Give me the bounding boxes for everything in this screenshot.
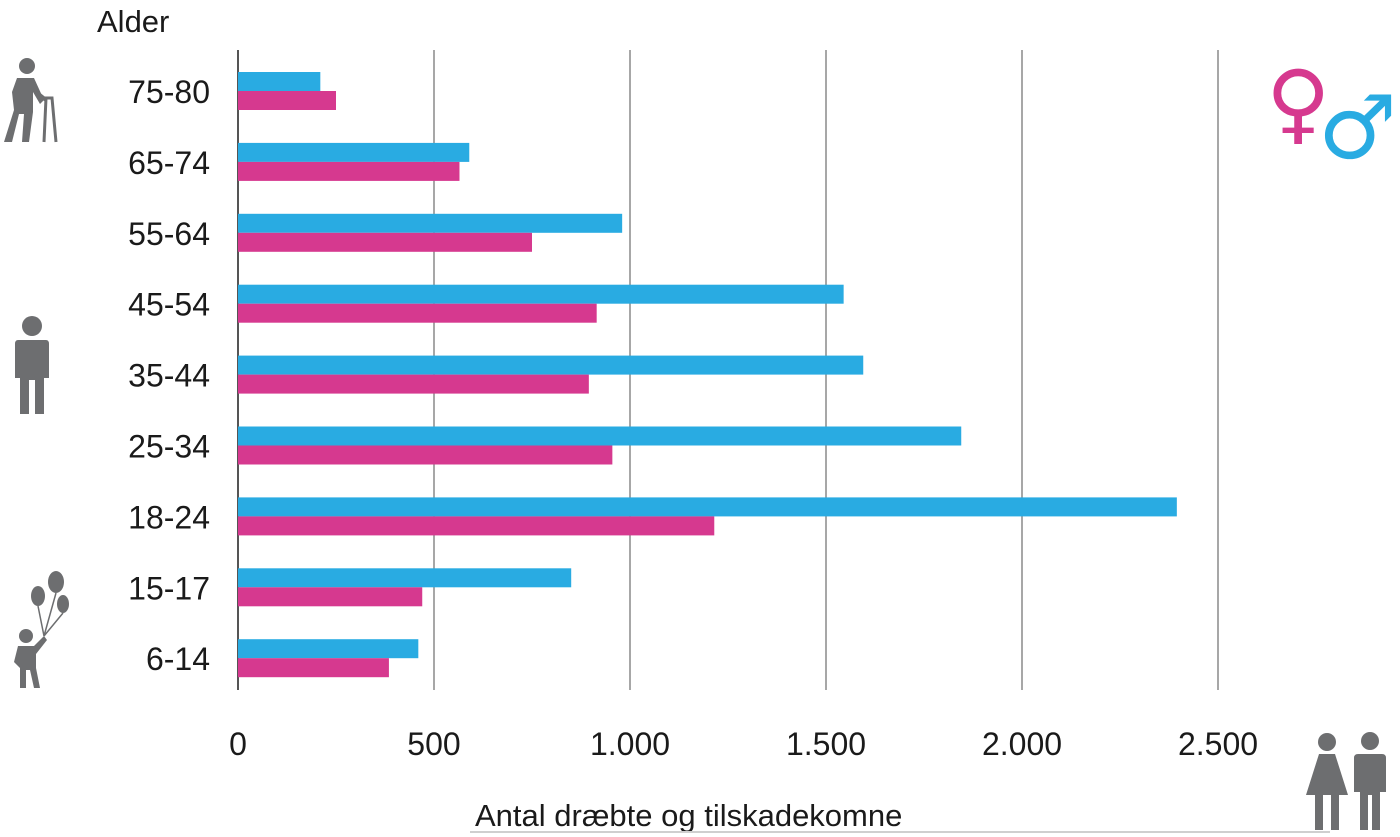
y-tick-label: 18-24 <box>128 499 210 535</box>
y-axis-title: Alder <box>97 4 169 39</box>
x-axis-title: Antal dræbte og tilskadekomne <box>475 798 902 833</box>
bar-18-24-male <box>238 497 1177 517</box>
y-tick-label: 6-14 <box>146 641 210 677</box>
bar-45-54-female <box>238 303 597 323</box>
legend-female-symbol: ♀ <box>1266 51 1330 154</box>
y-axis-labels: 75-80 65-74 55-64 45-54 35-44 25-34 18-24 15-17… <box>128 74 210 677</box>
bar-45-54-male <box>238 284 844 304</box>
legend-male-symbol: ♂ <box>1318 76 1397 179</box>
bar-15-17-male <box>238 568 572 588</box>
y-tick-label: 65-74 <box>128 145 210 181</box>
bar-15-17-female <box>238 587 423 607</box>
y-tick-label: 45-54 <box>128 287 210 323</box>
bar-35-44-male <box>238 355 864 375</box>
x-tick-label: 0 <box>229 726 247 762</box>
child-balloons-icon <box>14 571 69 688</box>
x-axis-labels: 0 500 1.000 1.500 2.000 2.500 <box>229 726 1258 762</box>
legend: ♀ ♂ <box>1266 51 1397 179</box>
y-tick-label: 15-17 <box>128 570 210 606</box>
bar-75-80-male <box>238 72 321 91</box>
y-tick-label: 75-80 <box>128 74 210 110</box>
bar-6-14-female <box>238 658 389 678</box>
elderly-walker-icon <box>4 58 58 143</box>
x-tick-label: 2.000 <box>982 726 1062 762</box>
woman-man-icon <box>1306 732 1386 830</box>
adult-person-icon <box>15 316 49 414</box>
bar-55-64-male <box>238 213 623 233</box>
bar-35-44-female <box>238 374 589 394</box>
bar-75-80-female <box>238 91 336 110</box>
bar-18-24-female <box>238 516 715 536</box>
bar-65-74-female <box>238 161 460 181</box>
bar-55-64-female <box>238 232 532 252</box>
bars <box>238 72 1177 678</box>
x-tick-label: 500 <box>407 726 460 762</box>
x-tick-label: 1.000 <box>590 726 670 762</box>
bar-6-14-male <box>238 639 419 659</box>
x-tick-label: 2.500 <box>1178 726 1258 762</box>
bar-65-74-male <box>238 142 470 162</box>
bar-25-34-female <box>238 445 613 465</box>
y-tick-label: 25-34 <box>128 429 210 465</box>
y-tick-label: 55-64 <box>128 216 210 252</box>
y-tick-label: 35-44 <box>128 358 210 394</box>
bar-25-34-male <box>238 426 962 446</box>
x-tick-label: 1.500 <box>786 726 866 762</box>
